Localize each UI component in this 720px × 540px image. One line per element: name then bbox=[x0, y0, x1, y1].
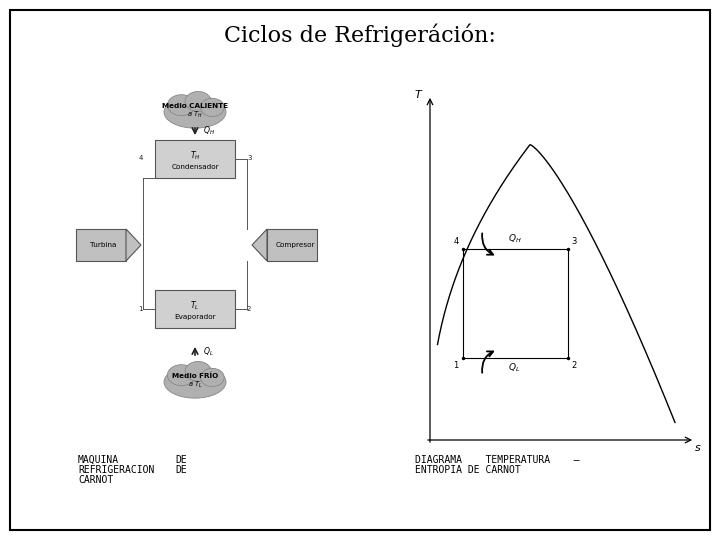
Text: DIAGRAMA    TEMPERATURA    –: DIAGRAMA TEMPERATURA – bbox=[415, 455, 580, 465]
Ellipse shape bbox=[164, 366, 226, 398]
Ellipse shape bbox=[164, 96, 226, 128]
Text: Ciclos de Refrigeráción:: Ciclos de Refrigeráción: bbox=[224, 23, 496, 47]
Polygon shape bbox=[126, 229, 141, 261]
Ellipse shape bbox=[185, 91, 211, 111]
Text: $a\ T_L$: $a\ T_L$ bbox=[188, 380, 202, 390]
Bar bbox=[76, 229, 126, 261]
Polygon shape bbox=[252, 229, 267, 261]
Text: DE: DE bbox=[175, 455, 186, 465]
Text: Medio FRÍO: Medio FRÍO bbox=[172, 373, 218, 379]
FancyBboxPatch shape bbox=[155, 140, 235, 178]
Text: $a\ T_H$: $a\ T_H$ bbox=[187, 110, 203, 120]
Text: Turbina: Turbina bbox=[90, 242, 116, 248]
Text: 2: 2 bbox=[247, 306, 251, 312]
Text: ENTROPIA DE CARNOT: ENTROPIA DE CARNOT bbox=[415, 465, 521, 475]
Text: $Q_H$: $Q_H$ bbox=[508, 232, 521, 245]
Text: T: T bbox=[415, 90, 421, 100]
Text: REFRIGERACION: REFRIGERACION bbox=[78, 465, 154, 475]
Text: 4: 4 bbox=[139, 155, 143, 161]
Text: $Q_L$: $Q_L$ bbox=[203, 346, 214, 358]
Text: 3: 3 bbox=[572, 237, 577, 246]
Text: s: s bbox=[695, 443, 701, 453]
Text: Medio CALIENTE: Medio CALIENTE bbox=[162, 103, 228, 109]
Text: 1: 1 bbox=[138, 306, 143, 312]
Text: Condensador: Condensador bbox=[171, 164, 219, 170]
Text: $Q_H$: $Q_H$ bbox=[203, 125, 215, 137]
Text: CARNOT: CARNOT bbox=[78, 475, 113, 485]
Ellipse shape bbox=[168, 364, 195, 386]
Text: 1: 1 bbox=[454, 361, 459, 369]
Text: $Q_L$: $Q_L$ bbox=[508, 361, 520, 374]
Ellipse shape bbox=[201, 98, 224, 117]
Text: Compresor: Compresor bbox=[275, 242, 315, 248]
Text: $T_L$: $T_L$ bbox=[190, 300, 199, 312]
Text: 2: 2 bbox=[572, 361, 577, 369]
Text: $T_H$: $T_H$ bbox=[190, 150, 200, 162]
Text: Evaporador: Evaporador bbox=[174, 314, 216, 320]
Ellipse shape bbox=[185, 361, 211, 381]
Text: DE: DE bbox=[175, 465, 186, 475]
Text: 3: 3 bbox=[247, 155, 251, 161]
Ellipse shape bbox=[168, 94, 195, 116]
FancyBboxPatch shape bbox=[155, 290, 235, 328]
Ellipse shape bbox=[201, 368, 224, 387]
Text: 4: 4 bbox=[454, 237, 459, 246]
Text: MAQUINA: MAQUINA bbox=[78, 455, 119, 465]
Bar bbox=[267, 229, 317, 261]
